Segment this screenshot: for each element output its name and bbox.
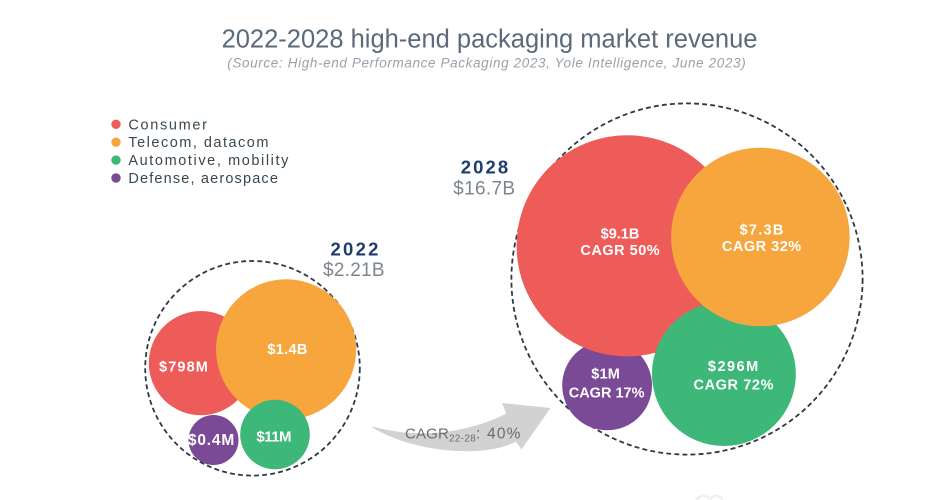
svg-text:2022: 2022: [330, 239, 380, 260]
svg-text:CAGR 32%: CAGR 32%: [722, 239, 802, 255]
svg-text:$798M: $798M: [159, 360, 209, 376]
svg-text:Telecom, datacom: Telecom, datacom: [128, 135, 270, 151]
svg-text:(Source: High-end Performance: (Source: High-end Performance Packaging …: [227, 56, 746, 71]
svg-text:$2.21B: $2.21B: [323, 260, 385, 281]
svg-text:Defense, aerospace: Defense, aerospace: [128, 171, 279, 187]
svg-text:$296M: $296M: [708, 359, 760, 375]
svg-text:2028: 2028: [461, 157, 510, 178]
svg-text:$1M: $1M: [591, 367, 620, 383]
svg-text:$16.7B: $16.7B: [453, 179, 515, 200]
svg-text:CAGR 17%: CAGR 17%: [569, 386, 645, 402]
svg-text:$0.4M: $0.4M: [188, 432, 235, 449]
svg-text:2022-2028 high-end packaging m: 2022-2028 high-end packaging market reve…: [222, 26, 758, 54]
svg-text:Consumer: Consumer: [128, 117, 208, 133]
svg-text:$9.1B: $9.1B: [601, 227, 640, 243]
svg-text:CAGR22-28: 40%: CAGR22-28: 40%: [405, 426, 522, 445]
svg-text:$1.4B: $1.4B: [267, 342, 307, 358]
svg-text:Automotive, mobility: Automotive, mobility: [128, 153, 290, 169]
svg-text:$7.3B: $7.3B: [740, 223, 785, 239]
svg-text:CAGR 72%: CAGR 72%: [694, 378, 775, 394]
svg-text:$11M: $11M: [256, 429, 291, 446]
svg-text:CAGR 50%: CAGR 50%: [580, 243, 660, 259]
